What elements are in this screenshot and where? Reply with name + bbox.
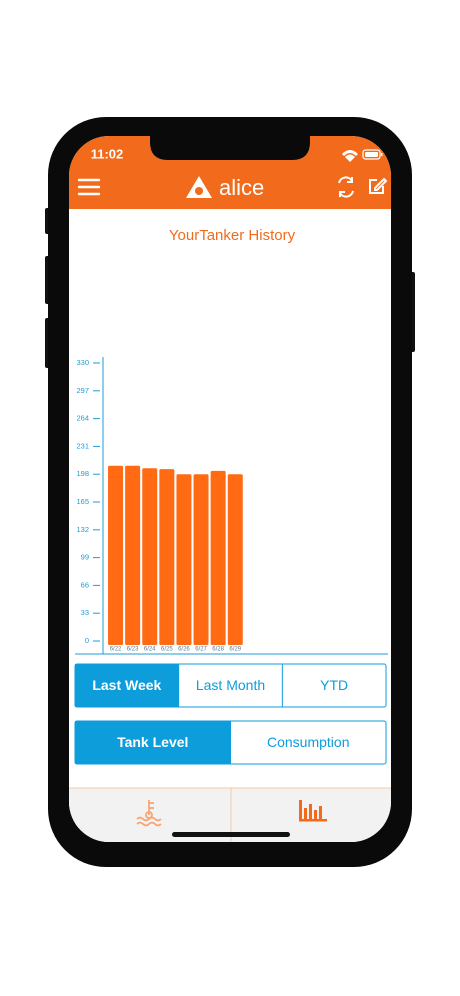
y-tick-label: 264 <box>76 414 89 423</box>
status-icons <box>342 149 383 162</box>
segment-button[interactable] <box>282 664 386 707</box>
segment-button[interactable] <box>230 721 387 764</box>
x-tick-label: 6/24 <box>144 647 156 653</box>
x-tick-label: 6/27 <box>195 647 207 653</box>
bar <box>227 474 243 645</box>
y-tick-label: 132 <box>76 525 89 534</box>
x-tick-label: 6/22 <box>110 647 122 653</box>
bar <box>176 474 192 645</box>
segment-button[interactable] <box>75 664 179 707</box>
segment-border <box>74 663 387 708</box>
y-tick-label: 198 <box>76 469 89 478</box>
status-time: 11:02 <box>91 146 124 161</box>
chart-title: YourTanker History <box>169 227 296 244</box>
bar <box>125 465 141 645</box>
x-tick-label: 6/23 <box>127 647 139 653</box>
bar <box>108 465 124 645</box>
x-tick-label: 6/25 <box>161 647 173 653</box>
edit-button[interactable] <box>369 177 388 194</box>
segment-button[interactable] <box>178 664 283 707</box>
y-tick-label: 0 <box>85 636 89 645</box>
segment-label[interactable]: Last Month <box>196 677 265 693</box>
segment-label[interactable]: Consumption <box>267 734 350 750</box>
chart-tab[interactable] <box>299 800 327 822</box>
segment-button[interactable] <box>75 721 231 764</box>
bar <box>142 468 158 645</box>
segment-border <box>74 720 387 765</box>
x-tick-label: 6/29 <box>229 647 241 653</box>
bar <box>210 470 226 645</box>
segment-label[interactable]: Tank Level <box>117 734 188 750</box>
segment-label[interactable]: Last Week <box>92 677 161 693</box>
bar <box>193 474 209 645</box>
bar <box>159 469 175 645</box>
home-indicator <box>172 832 290 837</box>
y-tick-label: 297 <box>76 386 89 395</box>
y-tick-label: 165 <box>76 497 89 506</box>
x-tick-label: 6/26 <box>178 647 190 653</box>
y-tick-label: 33 <box>81 608 89 617</box>
logo-drop <box>195 187 203 195</box>
y-tick-label: 66 <box>81 580 89 589</box>
y-tick-label: 330 <box>76 358 89 367</box>
app-title: alice <box>219 175 264 200</box>
refresh-button[interactable] <box>338 176 354 198</box>
notch <box>150 136 310 160</box>
y-tick-label: 99 <box>81 553 89 562</box>
tank-tab[interactable] <box>136 800 162 827</box>
menu-button[interactable] <box>77 178 101 196</box>
x-tick-label: 6/28 <box>212 647 224 653</box>
segment-label[interactable]: YTD <box>320 677 348 693</box>
y-tick-label: 231 <box>76 441 89 450</box>
